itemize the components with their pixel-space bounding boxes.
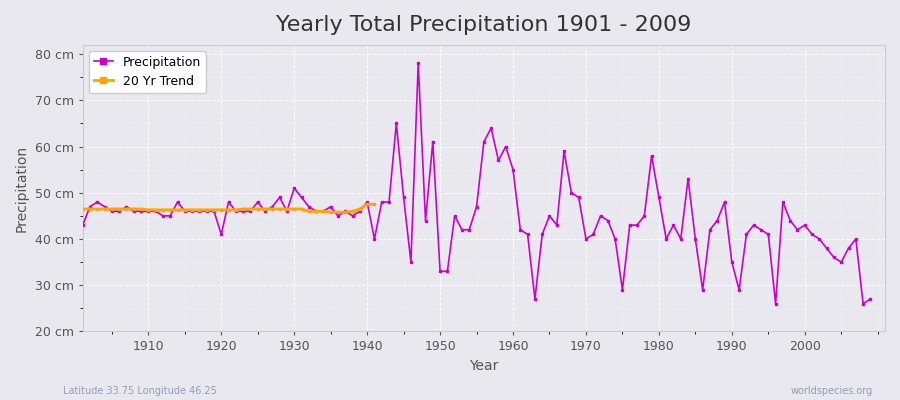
Text: worldspecies.org: worldspecies.org [791,386,873,396]
20 Yr Trend [136,206,147,211]
Y-axis label: Precipitation: Precipitation [15,144,29,232]
20 Yr Trend [296,206,307,211]
Precipitation [77,223,88,228]
20 Yr Trend [274,206,285,211]
20 Yr Trend [85,206,95,211]
20 Yr Trend [92,206,103,211]
20 Yr Trend [282,206,292,211]
20 Yr Trend [209,208,220,212]
20 Yr Trend [99,206,110,211]
20 Yr Trend [165,208,176,212]
20 Yr Trend [340,210,351,214]
20 Yr Trend [223,208,234,212]
Precipitation [865,297,876,302]
20 Yr Trend [150,208,161,212]
20 Yr Trend [106,206,117,211]
20 Yr Trend [369,202,380,207]
20 Yr Trend [172,208,183,212]
Title: Yearly Total Precipitation 1901 - 2009: Yearly Total Precipitation 1901 - 2009 [276,15,691,35]
20 Yr Trend [143,208,154,212]
20 Yr Trend [179,208,190,212]
20 Yr Trend [347,209,358,214]
Text: Latitude 33.75 Longitude 46.25: Latitude 33.75 Longitude 46.25 [63,386,217,396]
Precipitation [770,301,781,306]
Precipitation [136,209,147,214]
20 Yr Trend [245,206,256,211]
20 Yr Trend [77,206,88,211]
20 Yr Trend [238,206,248,211]
20 Yr Trend [259,206,270,211]
Legend: Precipitation, 20 Yr Trend: Precipitation, 20 Yr Trend [89,51,206,93]
20 Yr Trend [333,210,344,214]
20 Yr Trend [310,209,321,214]
20 Yr Trend [216,208,227,212]
Precipitation [602,218,613,223]
Precipitation [515,227,526,232]
20 Yr Trend [355,206,365,211]
Precipitation [508,167,518,172]
20 Yr Trend [158,208,168,212]
20 Yr Trend [289,206,300,211]
20 Yr Trend [113,206,124,211]
20 Yr Trend [194,208,205,212]
20 Yr Trend [252,206,263,211]
Precipitation [296,195,307,200]
20 Yr Trend [230,208,241,212]
20 Yr Trend [325,210,336,214]
20 Yr Trend [303,209,314,214]
20 Yr Trend [129,206,140,211]
20 Yr Trend [186,208,197,212]
X-axis label: Year: Year [469,359,499,373]
Line: 20 Yr Trend: 20 Yr Trend [81,203,376,214]
20 Yr Trend [202,208,212,212]
Line: Precipitation: Precipitation [81,62,872,305]
20 Yr Trend [267,206,278,211]
Precipitation [413,61,424,66]
20 Yr Trend [362,202,373,207]
Precipitation [340,209,351,214]
20 Yr Trend [318,209,328,214]
20 Yr Trend [122,206,132,211]
